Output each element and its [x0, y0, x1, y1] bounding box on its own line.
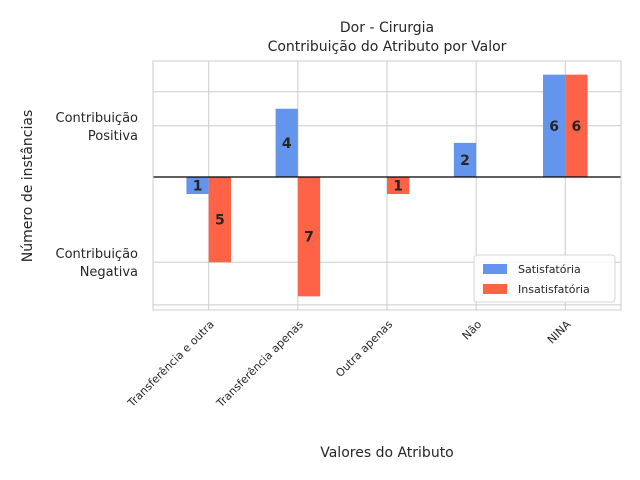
legend: Satisfatória Insatisfatória	[473, 254, 616, 303]
legend-swatch-insatisfatoria	[483, 284, 507, 294]
x-tick-label: Transferência apenas	[213, 318, 306, 411]
y-axis-label: Número de instâncias	[20, 110, 36, 262]
legend-frame	[473, 254, 616, 303]
bar-satisfatoria	[186, 176, 209, 195]
bar-value-label: 6	[572, 119, 582, 135]
x-axis-label: Valores do Atributo	[320, 445, 454, 461]
bar-value-label: 4	[282, 136, 292, 152]
bar-value-label: 1	[193, 179, 203, 195]
plot-frame	[152, 60, 622, 311]
bar-value-label: 7	[304, 230, 314, 246]
chart-title: Dor - Cirurgia	[340, 20, 434, 36]
bar-insatisfatoria	[208, 176, 231, 263]
bar-value-label: 1	[393, 179, 403, 195]
y-tick-label: Contribuição Positiva	[56, 111, 139, 144]
bar-insatisfatoria	[387, 176, 410, 195]
x-tick-label: Outra apenas	[333, 318, 395, 380]
bar-insatisfatoria	[565, 74, 588, 177]
legend-label-satisfatoria: Satisfatória	[518, 263, 581, 276]
legend-label-insatisfatoria: Insatisfatória	[518, 283, 590, 296]
bar-insatisfatoria	[297, 176, 321, 297]
x-tick-label: NINA	[545, 318, 574, 347]
legend-swatch-satisfatoria	[483, 264, 507, 274]
y-tick-label: Contribuição Negativa	[56, 247, 139, 280]
bar-value-label: 5	[215, 213, 225, 229]
chart-subtitle: Contribuição do Atributo por Valor	[268, 39, 507, 55]
bars	[186, 74, 588, 297]
bar-satisfatoria	[543, 74, 566, 177]
bar-value-label: 6	[549, 119, 559, 135]
bar-value-label: 2	[460, 153, 470, 169]
bar-labels: 1 4 2 6 5 7 1 6	[193, 119, 582, 246]
x-tick-label: Não	[460, 318, 485, 343]
bar-satisfatoria	[453, 142, 477, 177]
bar-satisfatoria	[275, 108, 298, 177]
x-tick-label: Transferência e outra	[124, 318, 216, 410]
